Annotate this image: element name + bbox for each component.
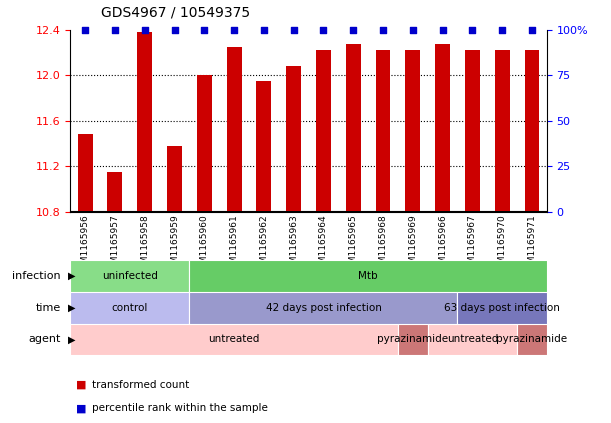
Text: ■: ■ <box>76 380 87 390</box>
Text: pyrazinamide: pyrazinamide <box>377 335 448 344</box>
Bar <box>227 47 241 212</box>
Text: pyrazinamide: pyrazinamide <box>496 335 568 344</box>
Text: ▶: ▶ <box>68 271 76 281</box>
Text: 42 days post infection: 42 days post infection <box>266 303 381 313</box>
Bar <box>495 50 510 212</box>
Bar <box>189 292 458 324</box>
Text: percentile rank within the sample: percentile rank within the sample <box>92 403 268 413</box>
Text: untreated: untreated <box>208 335 260 344</box>
Bar <box>398 324 428 355</box>
Bar <box>316 50 331 212</box>
Text: control: control <box>112 303 148 313</box>
Point <box>229 26 239 33</box>
Bar <box>197 75 212 212</box>
Text: ▶: ▶ <box>68 303 76 313</box>
Point <box>497 26 507 33</box>
Text: agent: agent <box>29 335 61 344</box>
Bar <box>189 260 547 292</box>
Bar <box>517 324 547 355</box>
Bar <box>70 324 398 355</box>
Point <box>527 26 537 33</box>
Text: GDS4967 / 10549375: GDS4967 / 10549375 <box>101 5 250 19</box>
Bar <box>376 50 390 212</box>
Point <box>170 26 180 33</box>
Bar <box>78 134 93 212</box>
Bar <box>435 44 450 212</box>
Point <box>110 26 120 33</box>
Text: untreated: untreated <box>447 335 498 344</box>
Bar <box>70 292 189 324</box>
Text: Mtb: Mtb <box>358 271 378 281</box>
Text: ■: ■ <box>76 403 87 413</box>
Point <box>408 26 418 33</box>
Bar <box>428 324 517 355</box>
Bar <box>524 50 540 212</box>
Text: transformed count: transformed count <box>92 380 189 390</box>
Point <box>80 26 90 33</box>
Bar <box>458 292 547 324</box>
Text: 63 days post infection: 63 days post infection <box>444 303 560 313</box>
Text: time: time <box>36 303 61 313</box>
Point <box>318 26 328 33</box>
Point <box>140 26 150 33</box>
Point <box>199 26 209 33</box>
Bar <box>405 50 420 212</box>
Point <box>348 26 358 33</box>
Bar <box>257 81 271 212</box>
Bar <box>167 146 182 212</box>
Bar <box>70 260 189 292</box>
Bar <box>346 44 360 212</box>
Text: uninfected: uninfected <box>102 271 158 281</box>
Point <box>437 26 447 33</box>
Bar <box>108 172 122 212</box>
Bar <box>465 50 480 212</box>
Point <box>378 26 388 33</box>
Point <box>467 26 477 33</box>
Point <box>289 26 299 33</box>
Bar <box>137 32 152 212</box>
Text: infection: infection <box>12 271 61 281</box>
Bar <box>286 66 301 212</box>
Text: ▶: ▶ <box>68 335 76 344</box>
Point <box>259 26 269 33</box>
